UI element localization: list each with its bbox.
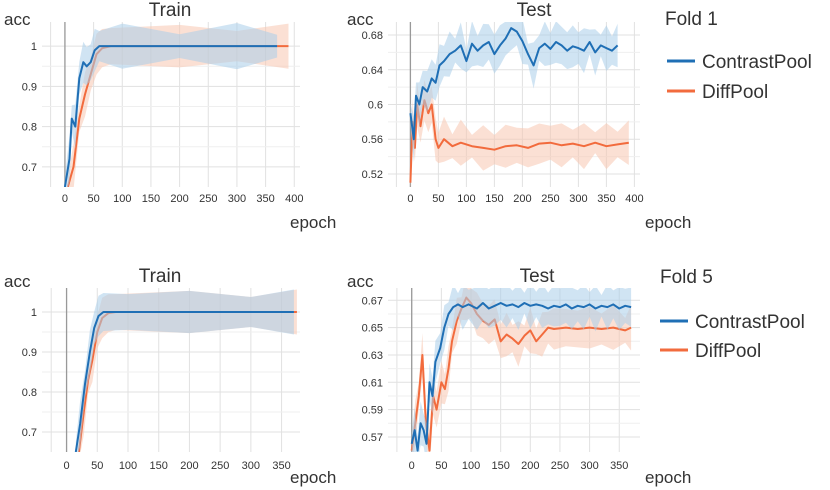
- x-tick-label: 200: [521, 460, 539, 472]
- x-tick-label: 0: [64, 460, 70, 472]
- y-axis-label: acc: [4, 10, 31, 29]
- series-band-contrastpool: [64, 23, 278, 187]
- x-tick-label: 100: [462, 460, 480, 472]
- x-tick-label: 100: [113, 193, 131, 205]
- chart-panel: 0.57 0.59 0.61 0.63 0.65 0.67 0 50 100 150 200 250 3…: [347, 266, 691, 487]
- y-tick-label: 0.9: [22, 81, 37, 93]
- y-axis-label: acc: [4, 272, 31, 291]
- x-tick-label: 100: [457, 193, 475, 205]
- y-axis-label: acc: [347, 272, 374, 291]
- x-tick-label: 350: [256, 193, 274, 205]
- chart-title: Train: [139, 266, 182, 287]
- series-line-diffpool: [409, 99, 629, 183]
- y-tick-label: 0.68: [362, 30, 383, 42]
- legend-diffpool-label: DiffPool: [695, 341, 761, 362]
- x-tick-label: 150: [150, 460, 168, 472]
- legend-contrastpool-label: ContrastPool: [695, 312, 805, 333]
- x-tick-label: 250: [551, 460, 569, 472]
- legend-diffpool-label: DiffPool: [702, 82, 768, 103]
- y-tick-label: 0.59: [362, 405, 383, 417]
- x-tick-label: 300: [228, 193, 246, 205]
- x-axis-label: epoch: [290, 468, 336, 487]
- legend-fold-5: ContrastPool DiffPool: [660, 312, 805, 362]
- y-tick-label: 0.52: [362, 169, 383, 181]
- x-tick-label: 300: [580, 460, 598, 472]
- chart-title: Test: [517, 0, 553, 21]
- x-tick-label: 200: [180, 460, 198, 472]
- y-tick-label: 0.8: [22, 387, 37, 399]
- x-tick-label: 0: [409, 460, 415, 472]
- chart-panel: 0.7 0.8 0.9 1 0 50 100 150 200 250 300 350 400 Train a…: [4, 0, 336, 232]
- y-tick-label: 0.9: [22, 347, 37, 359]
- x-tick-label: 150: [491, 460, 509, 472]
- x-tick-label: 50: [87, 193, 99, 205]
- fold-5-label: Fold 5: [660, 267, 713, 288]
- y-tick-label: 0.8: [22, 122, 37, 134]
- chart-panels: 0.70.80.910 50 100 150 200 250 300 350 400Traina…: [4, 0, 691, 487]
- y-tick-label: 0.6: [368, 100, 383, 112]
- x-tick-label: 100: [119, 460, 137, 472]
- x-axis-label: epoch: [290, 213, 336, 232]
- series-line-contrastpool: [74, 311, 294, 452]
- x-tick-label: 250: [541, 193, 559, 205]
- y-tick-label: 0.65: [362, 323, 383, 335]
- x-axis-label: epoch: [645, 468, 691, 487]
- x-tick-label: 300: [569, 193, 587, 205]
- x-tick-label: 350: [610, 460, 628, 472]
- x-axis-label: epoch: [645, 213, 691, 232]
- y-tick-label: 0.64: [362, 65, 383, 77]
- x-tick-label: 200: [513, 193, 531, 205]
- chart-title: Test: [520, 266, 556, 287]
- legend-contrastpool-label: ContrastPool: [702, 52, 812, 73]
- x-tick-label: 150: [142, 193, 160, 205]
- chart-title: Train: [149, 0, 192, 21]
- x-tick-label: 400: [285, 193, 303, 205]
- y-tick-label: 0.67: [362, 295, 383, 307]
- series-band-contrastpool: [411, 288, 632, 452]
- y-tick-label: 1: [31, 307, 37, 319]
- y-tick-label: 0.61: [362, 377, 383, 389]
- x-tick-label: 200: [170, 193, 188, 205]
- x-tick-label: 50: [432, 193, 444, 205]
- x-tick-label: 250: [211, 460, 229, 472]
- series-line-contrastpool: [409, 27, 619, 141]
- y-tick-label: 0.7: [22, 162, 37, 174]
- y-axis-label: acc: [347, 10, 374, 29]
- y-tick-label: 0.7: [22, 427, 37, 439]
- series-band-contrastpool: [410, 22, 618, 163]
- chart-panel: 0.52 0.56 0.6 0.64 0.68 0 50 100 150 200 250 300 350…: [347, 0, 691, 232]
- y-tick-label: 1: [31, 41, 37, 53]
- y-tick-label: 0.63: [362, 350, 383, 362]
- x-tick-label: 0: [62, 193, 68, 205]
- x-tick-label: 400: [625, 193, 643, 205]
- x-tick-label: 350: [597, 193, 615, 205]
- series-line-contrastpool: [63, 45, 278, 187]
- legend-fold-1: ContrastPool DiffPool: [667, 52, 812, 103]
- x-tick-label: 350: [272, 460, 290, 472]
- chart-panel: 0.7 0.8 0.9 1 0 50 100 150 200 250 300 350 Train acc e…: [4, 266, 336, 487]
- x-tick-label: 50: [91, 460, 103, 472]
- y-tick-label: 0.56: [362, 134, 383, 146]
- series-line-contrastpool: [410, 302, 632, 452]
- series-band-diffpool: [410, 79, 629, 187]
- fold-1-label: Fold 1: [665, 9, 718, 30]
- x-tick-label: 0: [407, 193, 413, 205]
- x-tick-label: 300: [242, 460, 260, 472]
- y-tick-label: 0.57: [362, 432, 383, 444]
- x-tick-label: 50: [435, 460, 447, 472]
- x-tick-label: 150: [485, 193, 503, 205]
- series-band-contrastpool: [75, 289, 294, 452]
- x-tick-label: 250: [199, 193, 217, 205]
